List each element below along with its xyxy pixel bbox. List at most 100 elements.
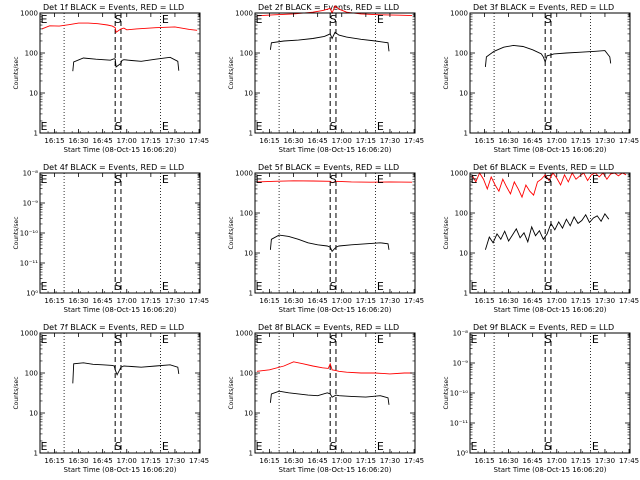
x-tick-label: 16:45 xyxy=(308,297,328,305)
marker-bottom-e: E xyxy=(470,280,477,293)
panel-title: Det 6f BLACK = Events, RED = LLD xyxy=(473,163,614,172)
panel-det-2f: Det 2f BLACK = Events, RED = LLD 1 10 100 10… xyxy=(228,3,424,154)
marker-bottom-e: E xyxy=(377,440,384,453)
marker-bottom-e: E xyxy=(40,440,47,453)
y-tick-label: 1 xyxy=(34,130,38,138)
y-tick-label: 10⁻¹⁰ xyxy=(20,230,38,238)
marker-top-s: S xyxy=(115,173,122,186)
series-events xyxy=(269,234,390,253)
x-axis-label: Start Time (08-Oct-15 16:06:20) xyxy=(64,466,177,474)
y-tick-label: 1000 xyxy=(235,170,253,178)
x-tick-label: 17:30 xyxy=(595,137,615,145)
x-tick-label: 16:15 xyxy=(44,457,64,465)
marker-bottom-s: S xyxy=(115,440,122,453)
x-tick-label: 17:45 xyxy=(189,457,209,465)
x-tick-label: 16:15 xyxy=(474,137,494,145)
y-tick-label: 10⁻⁸ xyxy=(453,330,469,338)
y-tick-label: 100 xyxy=(240,370,253,378)
panel-title: Det 5f BLACK = Events, RED = LLD xyxy=(258,163,399,172)
y-tick-label: 10⁻¹¹ xyxy=(450,420,468,428)
y-tick-label: 10⁻⁸ xyxy=(23,170,39,178)
x-tick-label: 16:45 xyxy=(523,297,543,305)
y-tick-label: 1000 xyxy=(20,330,38,338)
x-tick-label: 16:30 xyxy=(68,297,88,305)
series-lld xyxy=(256,180,413,184)
y-tick-label: 10⁰ xyxy=(26,290,38,298)
y-tick-label: 10 xyxy=(459,250,468,258)
panel-det-1f: Det 1f BLACK = Events, RED = LLD 1 10 100 10… xyxy=(13,3,209,154)
y-tick-label: 10 xyxy=(244,410,253,418)
panel-title: Det 4f BLACK = Events, RED = LLD xyxy=(43,163,184,172)
marker-bottom-e: E xyxy=(592,440,599,453)
panel-det-3f: Det 3f BLACK = Events, RED = LLD 1 10 100 10… xyxy=(443,3,639,154)
marker-bottom-e: E xyxy=(162,440,169,453)
x-tick-label: 17:15 xyxy=(356,457,376,465)
y-tick-label: 1000 xyxy=(20,10,38,18)
x-tick-label: 17:30 xyxy=(165,457,185,465)
x-tick-label: 16:45 xyxy=(93,137,113,145)
x-tick-label: 17:15 xyxy=(141,297,161,305)
marker-top-s: S xyxy=(545,333,552,346)
x-axis-label: Start Time (08-Oct-15 16:06:20) xyxy=(279,306,392,314)
marker-top-e: E xyxy=(470,333,477,346)
x-tick-label: 16:15 xyxy=(44,137,64,145)
panel-det-5f: Det 5f BLACK = Events, RED = LLD 1 10 100 10… xyxy=(228,163,424,314)
marker-top-e: E xyxy=(162,333,169,346)
panel-title: Det 1f BLACK = Events, RED = LLD xyxy=(43,3,184,12)
x-tick-label: 17:45 xyxy=(619,297,639,305)
marker-top-s: S xyxy=(330,333,337,346)
y-tick-label: 100 xyxy=(240,210,253,218)
marker-bottom-s: S xyxy=(330,120,337,133)
x-tick-label: 16:45 xyxy=(308,137,328,145)
series-events xyxy=(72,362,180,384)
plot-frame xyxy=(254,332,416,454)
x-tick-label: 16:15 xyxy=(259,297,279,305)
series-events xyxy=(269,31,390,52)
x-tick-label: 16:30 xyxy=(498,457,518,465)
x-tick-label: 17:00 xyxy=(547,137,567,145)
y-tick-label: 1000 xyxy=(450,10,468,18)
x-tick-label: 17:30 xyxy=(380,457,400,465)
marker-bottom-s: S xyxy=(330,440,337,453)
marker-bottom-e: E xyxy=(40,120,47,133)
y-axis-label: Counts/sec xyxy=(228,376,235,409)
x-tick-label: 17:45 xyxy=(404,137,424,145)
marker-top-e: E xyxy=(40,173,47,186)
x-tick-label: 16:30 xyxy=(498,137,518,145)
x-axis-label: Start Time (08-Oct-15 16:06:20) xyxy=(494,146,607,154)
panel-title: Det 7f BLACK = Events, RED = LLD xyxy=(43,323,184,332)
y-tick-label: 10⁰ xyxy=(456,450,468,458)
series-lld xyxy=(471,172,627,199)
x-tick-label: 17:30 xyxy=(165,137,185,145)
y-tick-label: 10 xyxy=(29,410,38,418)
marker-bottom-e: E xyxy=(40,280,47,293)
x-tick-label: 17:15 xyxy=(356,137,376,145)
x-tick-label: 17:15 xyxy=(571,457,591,465)
y-tick-label: 10 xyxy=(29,90,38,98)
marker-top-e: E xyxy=(40,13,47,26)
marker-bottom-e: E xyxy=(592,280,599,293)
x-axis-label: Start Time (08-Oct-15 16:06:20) xyxy=(279,146,392,154)
panel-det-7f: Det 7f BLACK = Events, RED = LLD 1 10 100 10… xyxy=(13,323,209,474)
plot-frame xyxy=(39,12,201,134)
plot-frame xyxy=(469,172,631,294)
marker-top-s: S xyxy=(545,173,552,186)
y-tick-label: 10 xyxy=(244,250,253,258)
x-tick-label: 16:15 xyxy=(259,457,279,465)
x-tick-label: 17:45 xyxy=(619,137,639,145)
plot-frame xyxy=(469,12,631,134)
marker-top-s: S xyxy=(115,13,122,26)
y-tick-label: 100 xyxy=(25,50,38,58)
marker-bottom-e: E xyxy=(255,280,262,293)
y-tick-label: 10⁻¹¹ xyxy=(20,260,38,268)
x-tick-label: 16:45 xyxy=(93,297,113,305)
y-tick-label: 1 xyxy=(34,450,38,458)
marker-top-e: E xyxy=(377,13,384,26)
x-tick-label: 17:30 xyxy=(165,297,185,305)
marker-bottom-s: S xyxy=(115,280,122,293)
marker-bottom-s: S xyxy=(545,280,552,293)
y-tick-label: 10⁻¹⁰ xyxy=(450,390,468,398)
x-axis-label: Start Time (08-Oct-15 16:06:20) xyxy=(494,306,607,314)
marker-bottom-e: E xyxy=(255,440,262,453)
